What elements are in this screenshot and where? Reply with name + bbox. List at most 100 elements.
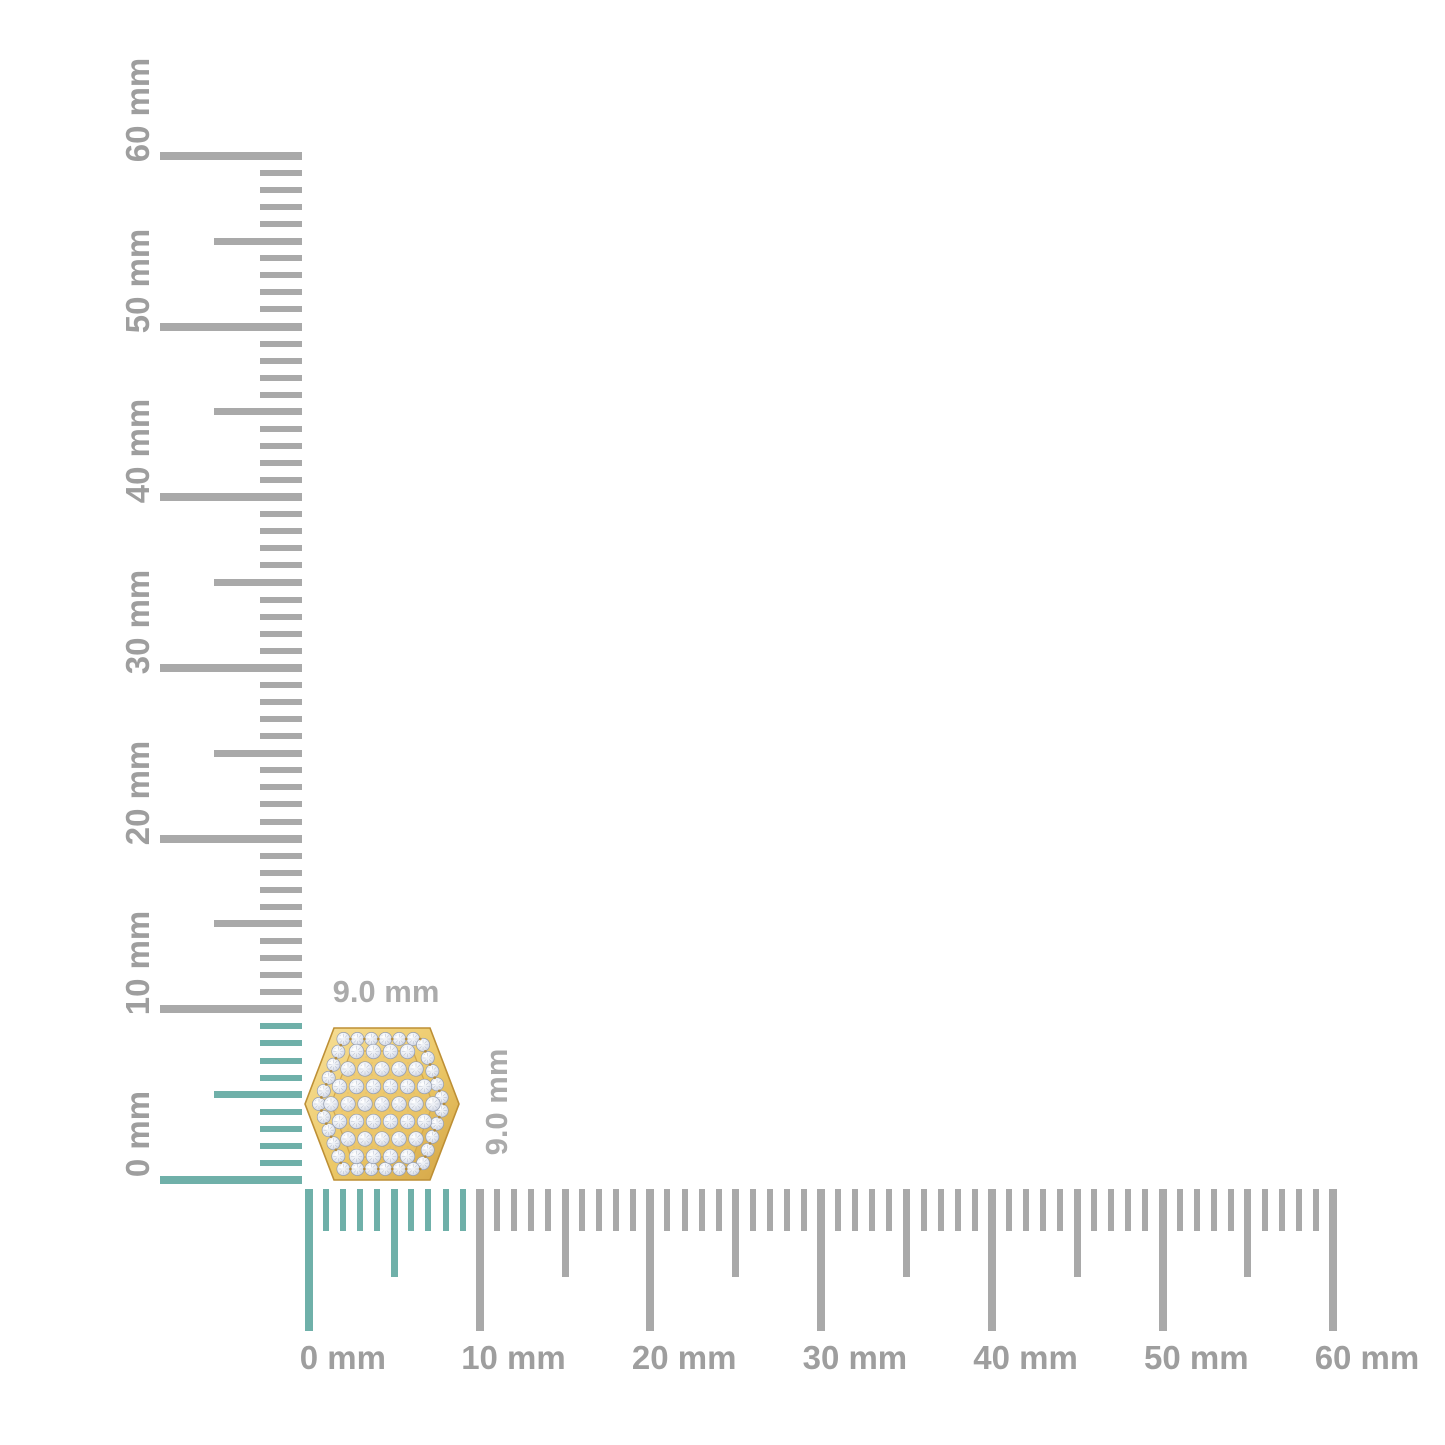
v-ruler-tick	[260, 528, 302, 535]
border-diamond	[416, 1156, 431, 1171]
h-ruler-tick	[1040, 1189, 1046, 1231]
h-ruler-tick	[1278, 1189, 1285, 1231]
v-ruler-tick	[260, 545, 302, 552]
h-ruler-tick	[1125, 1189, 1132, 1231]
pave-diamond	[382, 1113, 399, 1130]
prong-bead	[324, 1122, 328, 1126]
v-ruler-tick	[260, 340, 302, 347]
h-ruler-tick	[613, 1189, 620, 1231]
border-diamond	[392, 1032, 407, 1046]
h-ruler-tick	[1057, 1189, 1064, 1231]
border-diamond	[326, 1136, 341, 1151]
pave-diamond	[382, 1043, 399, 1060]
v-ruler-tick	[260, 391, 302, 398]
h-ruler-tick	[305, 1189, 313, 1331]
h-ruler-tick	[681, 1189, 688, 1231]
item-height-dimension-label: 9.0 mm	[479, 1048, 514, 1156]
pave-diamond	[391, 1131, 407, 1147]
h-ruler-tick	[561, 1189, 569, 1277]
h-ruler-label: 50 mm	[1144, 1339, 1249, 1376]
prong-bead	[442, 1102, 446, 1106]
border-diamond	[430, 1077, 444, 1092]
h-ruler-label: 30 mm	[802, 1339, 908, 1376]
h-ruler-tick	[1005, 1189, 1012, 1231]
pave-diamond	[425, 1096, 441, 1112]
h-ruler-tick	[390, 1189, 398, 1277]
border-diamond	[420, 1143, 435, 1157]
h-ruler-tick	[340, 1189, 347, 1231]
pave-diamond	[340, 1131, 356, 1147]
border-diamond	[336, 1162, 351, 1176]
pave-diamond	[382, 1148, 399, 1165]
v-ruler-tick	[160, 1005, 302, 1014]
border-diamond	[336, 1032, 351, 1046]
v-ruler-tick	[260, 1040, 302, 1047]
border-diamond	[331, 1149, 346, 1164]
prong-bead	[320, 1109, 323, 1112]
v-ruler-tick	[260, 955, 302, 962]
pave-diamond	[348, 1113, 365, 1130]
h-ruler-tick	[1176, 1189, 1183, 1231]
h-ruler-tick	[510, 1189, 517, 1231]
prong-bead	[329, 1135, 333, 1139]
v-ruler-tick	[214, 408, 302, 416]
v-ruler-tick	[260, 852, 302, 859]
h-ruler-tick	[920, 1189, 927, 1231]
prong-bead	[362, 1037, 366, 1041]
prong-bead	[428, 1063, 432, 1066]
v-ruler-tick	[260, 903, 302, 910]
prong-bead	[334, 1056, 338, 1060]
h-ruler-tick	[749, 1189, 756, 1231]
border-diamond	[321, 1070, 336, 1085]
v-ruler-tick	[260, 1023, 302, 1030]
pave-diamond	[365, 1113, 382, 1130]
h-ruler-tick	[835, 1189, 842, 1231]
h-ruler-tick	[1108, 1189, 1115, 1231]
border-diamond	[430, 1116, 444, 1131]
v-ruler-tick	[214, 579, 302, 587]
v-ruler-tick	[260, 733, 302, 740]
prong-bead	[376, 1167, 380, 1171]
border-diamond	[364, 1032, 379, 1046]
h-ruler-tick	[715, 1189, 722, 1231]
v-ruler-tick	[260, 562, 302, 569]
v-ruler-tick	[260, 204, 302, 210]
pave-diamond	[348, 1078, 365, 1095]
h-ruler-tick	[1329, 1189, 1338, 1331]
prong-bead	[334, 1148, 338, 1152]
v-ruler-tick	[260, 681, 302, 688]
pave-diamond	[348, 1148, 365, 1165]
h-ruler-tick	[1244, 1189, 1252, 1277]
h-ruler-tick	[374, 1189, 381, 1231]
h-ruler-tick	[783, 1189, 790, 1231]
pave-diamond	[340, 1096, 356, 1112]
border-diamond	[316, 1083, 331, 1098]
v-ruler-tick	[260, 221, 302, 228]
h-ruler-tick	[1073, 1189, 1081, 1277]
border-diamond	[350, 1032, 365, 1046]
prong-bead	[433, 1076, 437, 1080]
v-ruler-tick	[260, 613, 302, 620]
h-ruler-tick	[698, 1189, 705, 1231]
border-diamond	[425, 1129, 440, 1144]
v-ruler-tick	[260, 767, 302, 774]
v-ruler-tick	[160, 322, 302, 331]
h-ruler-tick	[425, 1189, 432, 1231]
v-ruler-tick	[260, 186, 302, 193]
h-ruler-tick	[1193, 1189, 1200, 1231]
v-ruler-label: 60 mm	[119, 57, 156, 163]
v-ruler-tick	[214, 749, 302, 757]
h-ruler-tick	[937, 1189, 944, 1231]
h-ruler-tick	[596, 1189, 603, 1231]
h-ruler-tick	[732, 1189, 740, 1277]
pave-diamond	[391, 1061, 407, 1077]
h-ruler-tick	[357, 1189, 364, 1231]
prong-bead	[433, 1128, 437, 1132]
v-ruler-label: 50 mm	[119, 228, 156, 333]
v-ruler-tick	[160, 493, 302, 502]
v-ruler-tick	[260, 1057, 302, 1064]
v-ruler-tick	[260, 357, 302, 364]
border-diamond	[416, 1037, 431, 1052]
pave-diamond	[391, 1096, 407, 1112]
v-ruler-tick	[214, 920, 302, 928]
